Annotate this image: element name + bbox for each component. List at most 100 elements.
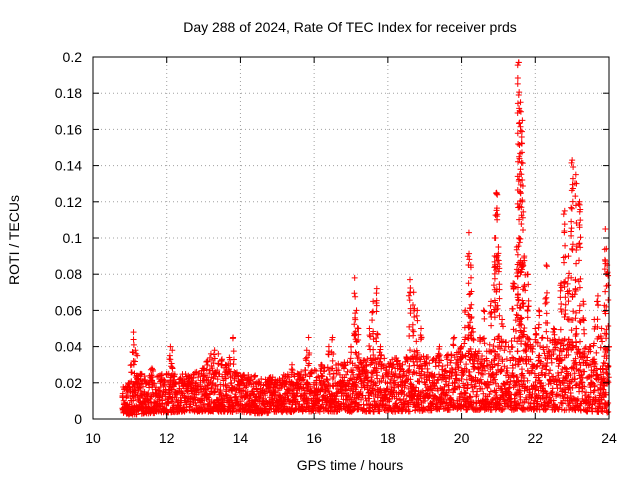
data-point (491, 356, 498, 363)
data-point (484, 378, 491, 385)
y-tick-label: 0.06 (55, 302, 82, 318)
data-point (452, 386, 459, 393)
data-point (357, 388, 364, 395)
data-point (472, 383, 479, 390)
data-point (358, 396, 365, 403)
data-point (496, 399, 503, 406)
data-point (406, 408, 413, 415)
data-point (140, 383, 147, 390)
data-point (341, 365, 348, 372)
data-point (240, 387, 247, 394)
y-tick-label: 0.12 (55, 194, 82, 210)
grid-lines (93, 57, 609, 419)
data-point (352, 400, 359, 407)
data-point (428, 400, 435, 407)
data-point (301, 400, 308, 407)
data-point (467, 394, 474, 401)
data-point (463, 376, 470, 383)
data-point (410, 368, 417, 375)
data-point (455, 383, 462, 390)
data-point (393, 400, 400, 407)
data-point (195, 389, 202, 396)
data-point (426, 360, 433, 367)
data-point (436, 371, 443, 378)
data-point (234, 396, 241, 403)
data-point (349, 390, 356, 397)
data-point (383, 391, 389, 398)
data-point (384, 380, 391, 387)
data-point (191, 371, 198, 378)
data-point (433, 380, 440, 387)
data-point (208, 384, 215, 391)
data-point (289, 386, 296, 393)
data-point (388, 376, 395, 383)
data-point (492, 376, 499, 383)
data-point (496, 402, 503, 409)
data-point (250, 383, 257, 390)
data-point (407, 376, 414, 383)
data-point (343, 371, 350, 378)
data-point (462, 389, 469, 396)
data-marks (119, 59, 612, 418)
data-point (359, 392, 366, 399)
data-point (184, 388, 191, 395)
data-point (324, 377, 331, 384)
data-point (475, 348, 482, 355)
data-point (364, 369, 371, 376)
data-point (393, 358, 400, 365)
data-point (375, 407, 382, 414)
data-point (359, 407, 366, 414)
data-point (308, 370, 315, 377)
data-point (408, 387, 415, 394)
data-point (276, 376, 283, 383)
data-point (457, 359, 464, 366)
data-point (467, 345, 474, 352)
data-point (462, 390, 469, 397)
data-point (231, 376, 238, 383)
data-point (380, 375, 387, 382)
data-point (458, 375, 465, 382)
x-axis-label: GPS time / hours (297, 457, 404, 473)
data-point (311, 367, 318, 374)
data-point (442, 367, 449, 374)
data-point (396, 360, 403, 367)
data-point (387, 359, 394, 366)
data-point (353, 383, 360, 390)
data-point (197, 383, 204, 390)
data-point (486, 391, 493, 398)
data-point (294, 390, 301, 397)
data-point (300, 384, 307, 391)
data-point (335, 367, 342, 374)
y-axis-label: ROTI / TECUs (6, 195, 22, 285)
data-point (318, 372, 325, 379)
data-point (404, 358, 411, 365)
data-point (291, 373, 298, 380)
data-point (313, 374, 320, 381)
data-point (391, 384, 398, 391)
data-point (300, 376, 307, 383)
data-point (366, 395, 373, 402)
data-point (133, 411, 140, 418)
data-point (157, 384, 164, 391)
data-point (142, 401, 149, 408)
data-point (366, 405, 373, 412)
data-point (164, 399, 171, 406)
data-point (368, 374, 375, 381)
data-point (355, 405, 362, 412)
data-point (282, 400, 289, 407)
data-point (201, 383, 208, 390)
data-point (463, 361, 470, 368)
data-point (367, 382, 374, 389)
data-point (222, 375, 229, 382)
data-point (487, 388, 494, 395)
data-point (286, 399, 293, 406)
data-point (492, 406, 499, 413)
data-point (371, 398, 378, 405)
data-point (345, 383, 352, 390)
data-point (441, 396, 448, 403)
data-point (493, 369, 500, 376)
data-point (382, 364, 389, 371)
y-tick-label: 0.1 (63, 230, 83, 246)
data-point (333, 393, 340, 400)
